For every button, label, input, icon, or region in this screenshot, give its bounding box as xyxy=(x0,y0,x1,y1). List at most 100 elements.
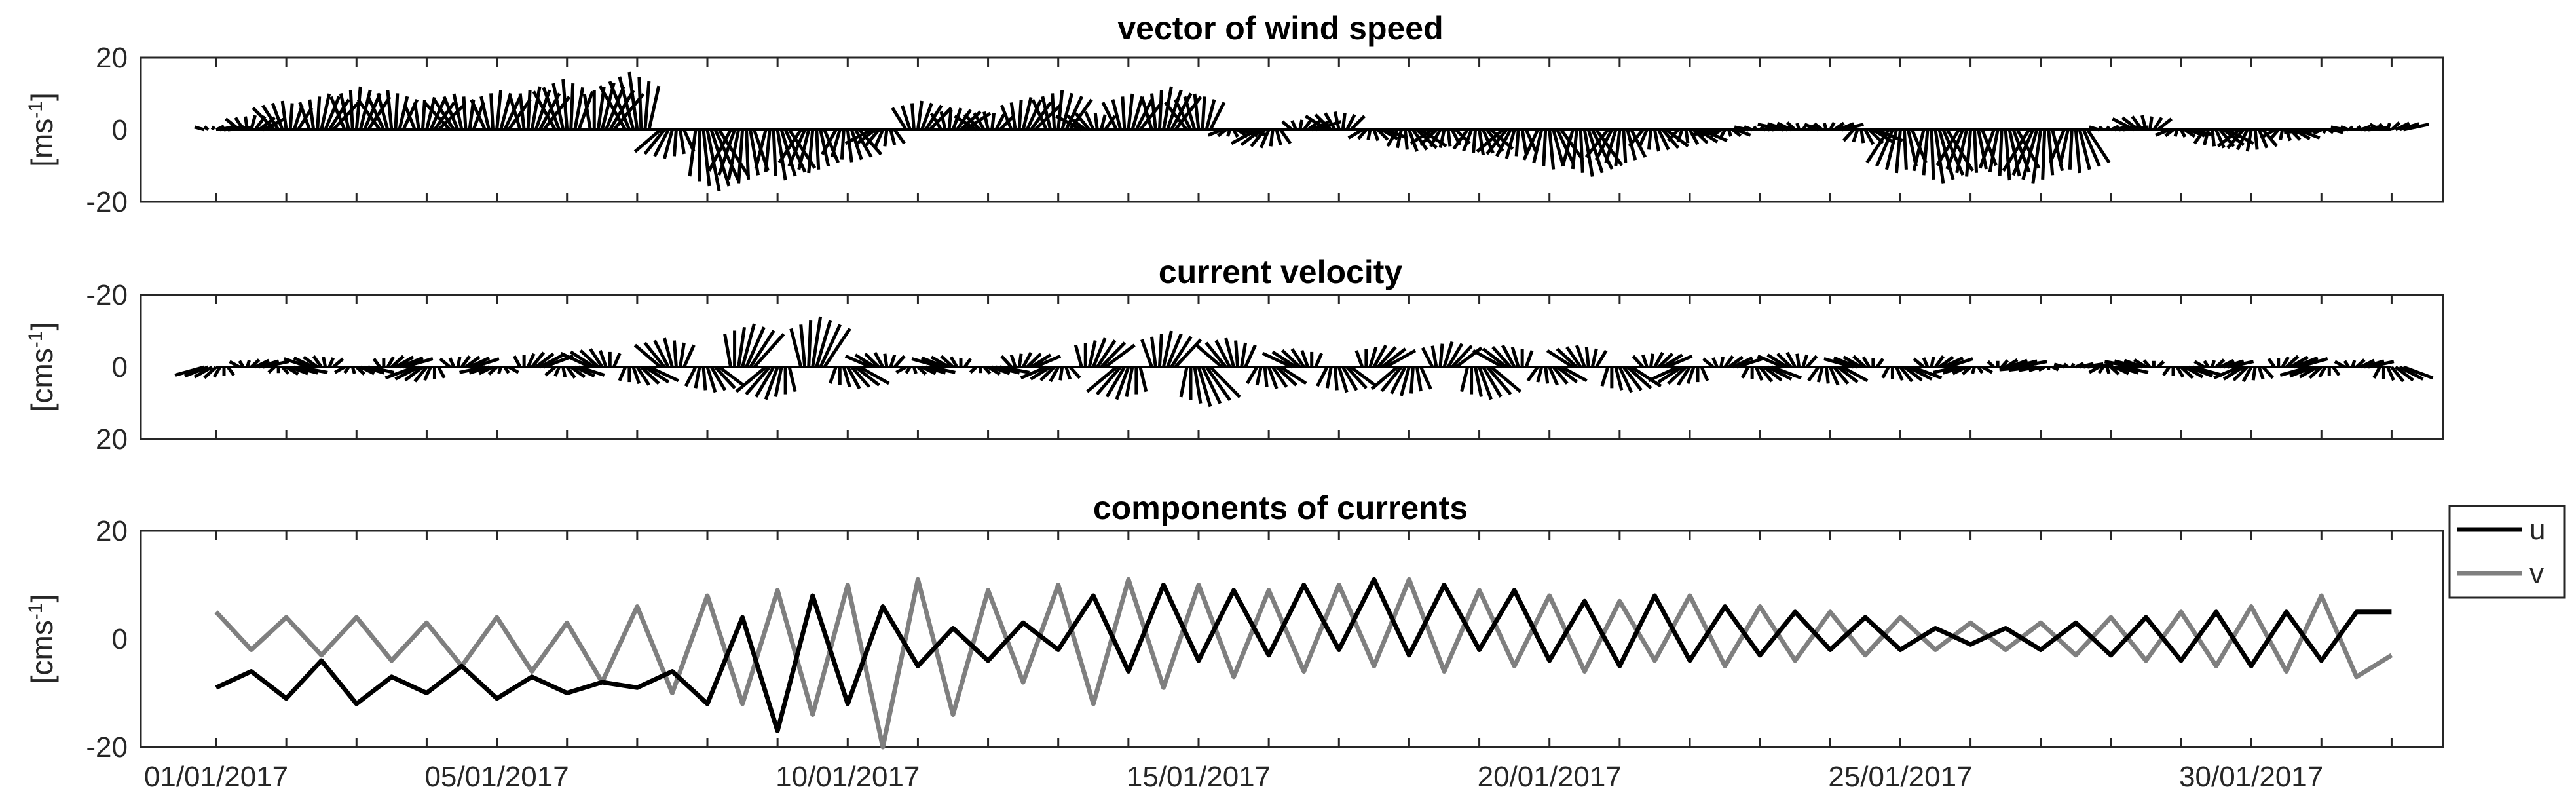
wind-stick xyxy=(1988,129,2000,173)
wind-stick xyxy=(1438,129,1446,149)
wind-stick xyxy=(2179,128,2187,138)
current-stick xyxy=(1584,347,1590,368)
current-stick xyxy=(578,365,605,377)
legend: u v xyxy=(2448,505,2566,599)
current-stick xyxy=(1837,366,1859,384)
wind-stick xyxy=(2203,129,2210,145)
current-stick xyxy=(1174,338,1203,368)
current-stick xyxy=(1430,345,1438,368)
current-stick xyxy=(526,353,536,368)
current-stick xyxy=(203,366,217,379)
current-stick xyxy=(579,349,599,368)
current-stick xyxy=(2097,366,2104,374)
wind-stick xyxy=(2089,125,2100,132)
current-stick xyxy=(1723,355,1734,368)
current-stick xyxy=(1157,334,1163,368)
wind-stick xyxy=(2355,125,2362,131)
current-stick xyxy=(1385,349,1417,369)
current-stick xyxy=(929,365,956,374)
current-stick xyxy=(246,360,251,368)
current-stick xyxy=(1095,366,1122,396)
wind-ytick-bottom: -20 xyxy=(86,186,128,218)
wind-stick xyxy=(489,93,495,130)
current-stick xyxy=(1370,366,1399,391)
current-stick xyxy=(930,355,950,369)
wind-stick xyxy=(1403,129,1409,150)
current-stick xyxy=(1952,365,1968,376)
current-stick xyxy=(1702,357,1715,368)
current-stick xyxy=(1193,366,1203,404)
current-stick xyxy=(1281,349,1301,368)
wind-stick xyxy=(442,96,460,130)
wind-stick xyxy=(1104,115,1117,131)
wind-stick xyxy=(452,93,464,130)
current-stick xyxy=(553,366,561,377)
current-stick xyxy=(1138,366,1148,393)
current-stick xyxy=(1451,344,1473,368)
current-stick xyxy=(2211,360,2216,368)
current-stick xyxy=(1337,366,1349,393)
wind-stick xyxy=(2386,123,2391,130)
current-stick xyxy=(2088,365,2100,374)
current-stick xyxy=(2241,366,2253,383)
wind-stick xyxy=(1009,102,1017,130)
wind-stick xyxy=(701,129,711,187)
current-stick xyxy=(512,355,522,368)
wind-stick xyxy=(432,98,456,131)
wind-stick xyxy=(797,129,811,170)
wind-stick xyxy=(643,128,666,155)
wind-stick xyxy=(518,93,526,130)
current-stick xyxy=(1971,366,1976,374)
wind-stick xyxy=(551,83,565,130)
current-stick xyxy=(468,356,491,369)
current-stick xyxy=(1823,357,1854,369)
current-stick xyxy=(963,358,973,368)
current-stick xyxy=(1314,353,1324,368)
current-stick xyxy=(1039,366,1056,382)
wind-stick xyxy=(215,125,225,132)
current-stick xyxy=(1020,365,1047,380)
current-stick xyxy=(1510,346,1520,368)
wind-stick xyxy=(2058,129,2070,166)
wind-stick xyxy=(1377,128,1389,141)
wind-stick xyxy=(1204,99,1216,130)
wind-stick xyxy=(526,90,532,130)
wind-stick xyxy=(2110,125,2119,132)
wind-stick xyxy=(1804,123,1820,132)
current-stick xyxy=(1662,353,1683,369)
current-stick xyxy=(789,328,803,368)
current-stick xyxy=(360,365,375,376)
current-stick xyxy=(1913,357,1925,368)
current-stick xyxy=(386,356,396,368)
wind-stick xyxy=(1752,125,1758,131)
wind-stick xyxy=(830,129,842,158)
wind-stick xyxy=(329,96,346,130)
current-stick xyxy=(1161,330,1173,368)
wind-stick xyxy=(1766,122,1788,132)
wind-stick xyxy=(1863,128,1875,145)
current-stick xyxy=(1009,354,1017,368)
wind-stick xyxy=(1732,128,1742,138)
current-stick xyxy=(1349,366,1377,388)
wind-stick xyxy=(2048,129,2066,164)
wind-stick xyxy=(203,125,210,131)
current-stick xyxy=(1647,365,1679,383)
components-lines xyxy=(214,577,2393,750)
current-stick xyxy=(539,353,565,369)
x-tick-label: 25/01/2017 xyxy=(1828,761,1972,793)
legend-label-v: v xyxy=(2529,558,2544,590)
current-ytick-top: -20 xyxy=(86,279,128,311)
current-stick xyxy=(390,355,405,368)
wind-stick xyxy=(2211,129,2216,147)
current-stick xyxy=(283,357,310,369)
current-stick xyxy=(403,357,434,369)
wind-stick xyxy=(1542,129,1548,166)
wind-stick xyxy=(2112,117,2135,132)
current-stick xyxy=(925,365,946,375)
current-stick xyxy=(1618,366,1633,393)
current-stick xyxy=(2334,360,2346,369)
current-stick xyxy=(2308,366,2323,379)
wind-stick xyxy=(1472,129,1478,153)
wind-vectors xyxy=(194,71,2429,191)
current-stick xyxy=(828,366,838,384)
